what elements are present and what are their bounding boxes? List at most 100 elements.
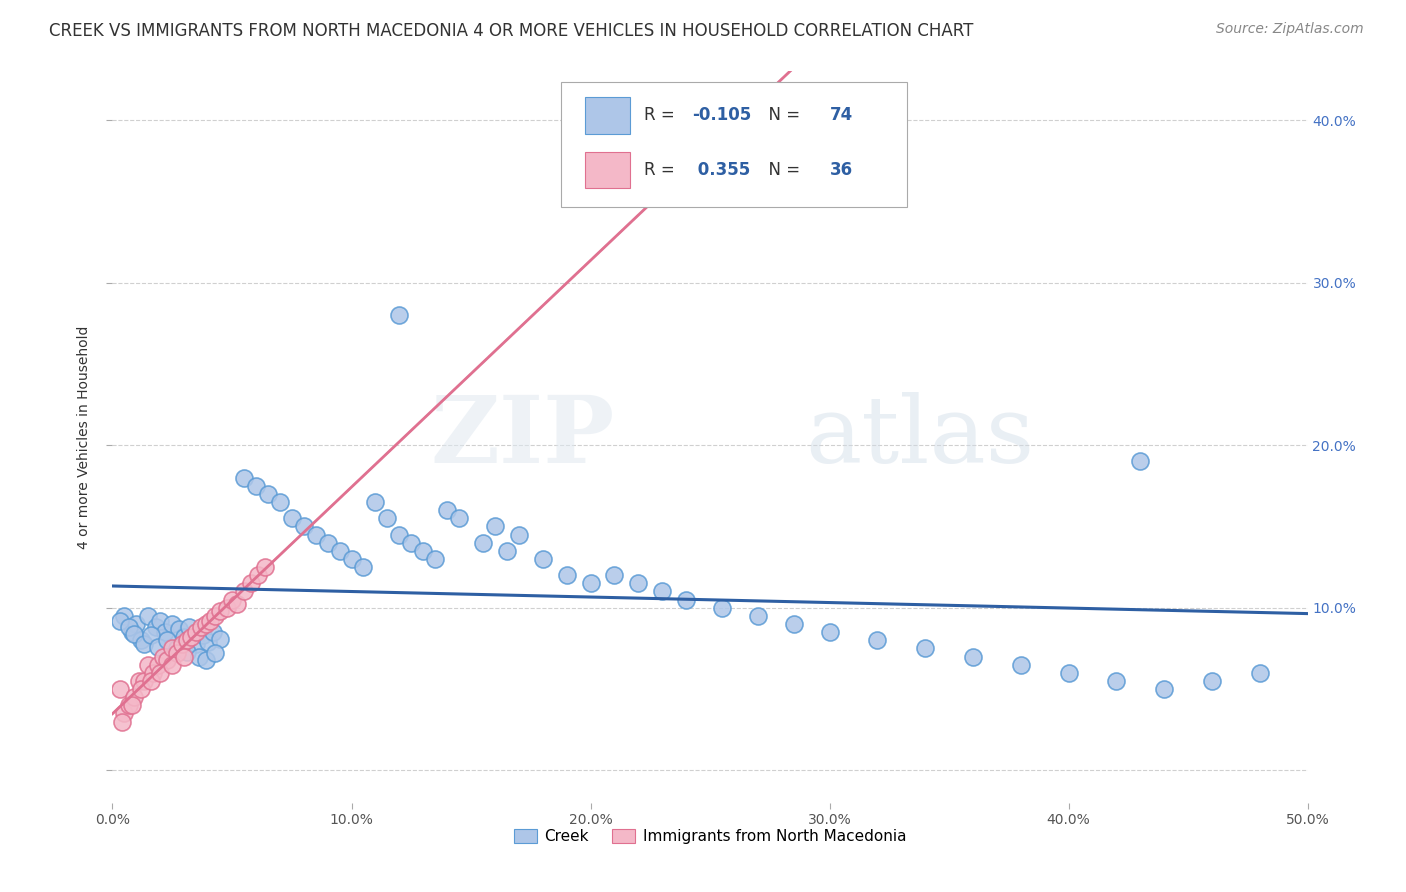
Point xyxy=(129,681,152,696)
Point xyxy=(555,568,578,582)
Point xyxy=(132,636,155,650)
Point xyxy=(200,614,222,628)
Point xyxy=(122,690,145,705)
Point xyxy=(329,544,352,558)
Point xyxy=(484,519,506,533)
Point xyxy=(162,617,183,632)
Y-axis label: 4 or more Vehicles in Household: 4 or more Vehicles in Household xyxy=(77,326,91,549)
Point xyxy=(173,630,195,644)
Point xyxy=(866,633,889,648)
Point xyxy=(508,527,530,541)
Point xyxy=(245,479,267,493)
Point xyxy=(177,620,200,634)
Point xyxy=(162,641,183,656)
Point xyxy=(114,608,135,623)
Point xyxy=(675,592,697,607)
Point xyxy=(1201,673,1223,688)
Text: Source: ZipAtlas.com: Source: ZipAtlas.com xyxy=(1216,22,1364,37)
Point xyxy=(436,503,458,517)
Point xyxy=(122,626,145,640)
Text: N =: N = xyxy=(758,161,806,179)
Point xyxy=(187,649,209,664)
Text: -0.105: -0.105 xyxy=(692,106,751,124)
Point xyxy=(156,653,179,667)
Point xyxy=(388,308,411,322)
Point xyxy=(169,622,191,636)
Point xyxy=(121,625,143,640)
Point xyxy=(129,633,152,648)
Text: atlas: atlas xyxy=(806,392,1035,482)
Point xyxy=(281,511,304,525)
Point xyxy=(472,535,495,549)
Point xyxy=(149,665,172,680)
Point xyxy=(1249,665,1271,680)
Text: 36: 36 xyxy=(830,161,852,179)
Text: 74: 74 xyxy=(830,106,853,124)
Point xyxy=(201,625,224,640)
Text: CREEK VS IMMIGRANTS FROM NORTH MACEDONIA 4 OR MORE VEHICLES IN HOUSEHOLD CORRELA: CREEK VS IMMIGRANTS FROM NORTH MACEDONIA… xyxy=(49,22,973,40)
Point xyxy=(176,645,198,659)
Point xyxy=(152,649,174,664)
Point xyxy=(173,649,195,664)
Point xyxy=(217,600,239,615)
Point xyxy=(118,698,141,713)
Bar xyxy=(585,152,630,188)
Point xyxy=(186,636,208,650)
Point xyxy=(225,598,247,612)
Point xyxy=(247,568,270,582)
Text: R =: R = xyxy=(644,106,681,124)
Bar xyxy=(585,97,630,134)
Point xyxy=(139,673,162,688)
Point xyxy=(118,620,141,634)
Point xyxy=(146,657,169,672)
Point xyxy=(412,544,434,558)
Legend: Creek, Immigrants from North Macedonia: Creek, Immigrants from North Macedonia xyxy=(508,822,912,850)
Point xyxy=(1129,454,1152,468)
Point xyxy=(190,620,212,634)
Point xyxy=(194,617,217,632)
Point xyxy=(233,584,256,599)
Point xyxy=(240,576,263,591)
Point xyxy=(531,552,554,566)
Point xyxy=(388,527,411,541)
Point xyxy=(747,608,769,623)
Point xyxy=(142,665,165,680)
Point xyxy=(962,649,984,664)
Point xyxy=(1153,681,1175,696)
Point xyxy=(114,706,135,721)
Point xyxy=(425,552,447,566)
FancyBboxPatch shape xyxy=(561,82,907,207)
Point xyxy=(269,495,291,509)
Point xyxy=(108,614,131,628)
Point xyxy=(401,535,423,549)
Point xyxy=(292,519,315,533)
Point xyxy=(603,568,626,582)
Point xyxy=(352,560,374,574)
Point xyxy=(146,640,169,654)
Point xyxy=(1105,673,1128,688)
Point xyxy=(197,635,219,649)
Point xyxy=(108,681,131,696)
Point xyxy=(204,646,226,660)
Point xyxy=(186,625,208,640)
Point xyxy=(257,487,280,501)
Point xyxy=(138,657,160,672)
Point xyxy=(447,511,470,525)
Point xyxy=(254,560,277,574)
Point xyxy=(121,698,143,713)
Point xyxy=(377,511,399,525)
Point xyxy=(125,617,148,632)
Point xyxy=(166,641,188,656)
Point xyxy=(153,625,176,640)
Point xyxy=(139,628,162,642)
Point xyxy=(1010,657,1032,672)
Point xyxy=(180,630,202,644)
Text: N =: N = xyxy=(758,106,806,124)
Point xyxy=(782,617,804,632)
Point xyxy=(128,673,150,688)
Point xyxy=(711,600,734,615)
Point xyxy=(340,552,363,566)
Point xyxy=(496,544,519,558)
Point xyxy=(156,633,179,648)
Point xyxy=(149,614,172,628)
